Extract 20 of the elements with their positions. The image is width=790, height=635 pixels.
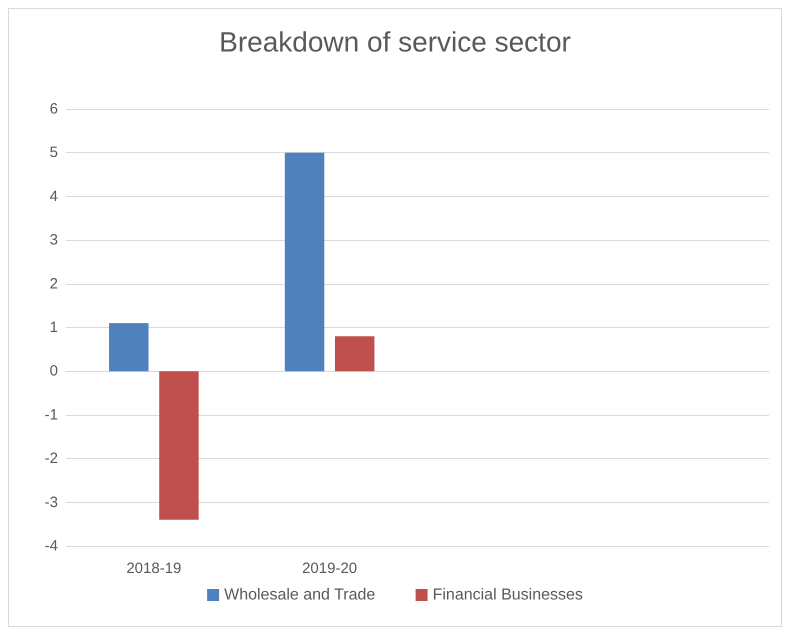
y-tick-label: 1 (50, 319, 58, 336)
y-tick-label: -2 (44, 450, 58, 468)
bar (284, 152, 324, 372)
y-tick-label: -1 (44, 406, 58, 424)
x-tick-label: 2018-19 (126, 560, 182, 577)
y-tick-label: 3 (50, 232, 58, 249)
y-tick-label: 6 (50, 100, 58, 118)
y-tick-label: -4 (44, 538, 58, 554)
bar (109, 323, 149, 372)
y-tick-label: -3 (44, 494, 58, 511)
bar (159, 371, 199, 520)
y-tick-label: 0 (50, 362, 58, 380)
chart-title: Breakdown of service sector (219, 26, 571, 58)
legend-label: Wholesale and Trade (224, 586, 376, 604)
bar (334, 336, 374, 372)
y-tick-label: 5 (50, 144, 58, 162)
y-tick-label: 4 (50, 188, 58, 205)
legend-label: Financial Businesses (432, 586, 583, 604)
x-tick-label: 2019-20 (302, 560, 358, 577)
y-tick-label: 2 (50, 275, 58, 292)
